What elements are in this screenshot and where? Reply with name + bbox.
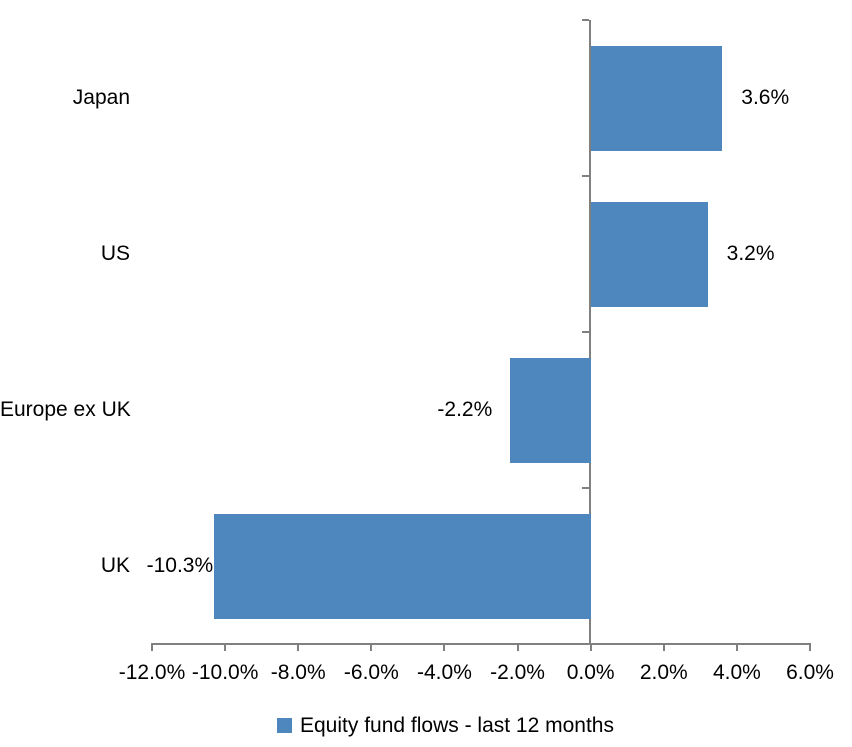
x-tick-label: 4.0%	[712, 661, 761, 684]
value-label-japan: 3.6%	[741, 86, 790, 109]
category-label-japan: Japan	[72, 86, 130, 109]
x-tick-label: -12.0%	[118, 661, 186, 684]
y-axis-line	[589, 20, 592, 644]
x-tick-label: 6.0%	[786, 661, 834, 684]
x-tick-label: -10.0%	[191, 661, 259, 684]
category-label-europe-ex-uk: Europe ex UK	[0, 398, 131, 421]
x-axis-line	[151, 643, 811, 645]
x-axis-tick	[151, 643, 153, 651]
bar-us	[590, 201, 708, 307]
x-tick-label: -6.0%	[343, 661, 399, 684]
x-axis-tick	[443, 643, 446, 651]
legend-label: Equity fund flows - last 12 months	[300, 714, 614, 737]
category-label-uk: UK	[100, 554, 130, 577]
bar-japan	[590, 45, 723, 151]
category-label-us: US	[100, 242, 130, 265]
legend: Equity fund flows - last 12 months	[277, 714, 614, 737]
x-tick-label: -4.0%	[417, 661, 472, 684]
bar-uk	[214, 513, 591, 619]
value-label-us: 3.2%	[726, 242, 775, 265]
x-axis-tick	[516, 643, 519, 651]
x-axis-tick	[662, 643, 665, 651]
x-axis-tick	[809, 643, 811, 651]
x-axis-tick	[297, 643, 300, 651]
x-axis-tick	[589, 643, 592, 651]
value-label-uk: -10.3%	[146, 554, 214, 577]
x-tick-label: -8.0%	[270, 661, 326, 684]
legend-marker-icon	[277, 718, 292, 733]
y-axis-tick	[582, 175, 590, 177]
x-axis-tick	[735, 643, 738, 651]
x-tick-label: 2.0%	[639, 661, 688, 684]
x-axis-tick	[370, 643, 373, 651]
y-axis-tick	[582, 331, 590, 333]
x-tick-label: 0.0%	[566, 661, 615, 684]
y-axis-tick	[582, 487, 590, 489]
y-axis-tick	[582, 19, 590, 21]
value-label-europe-ex-uk: -2.2%	[437, 398, 493, 421]
x-tick-label: -2.0%	[490, 661, 545, 684]
bar-europe-ex-uk	[510, 357, 591, 463]
x-axis-tick	[224, 643, 227, 651]
